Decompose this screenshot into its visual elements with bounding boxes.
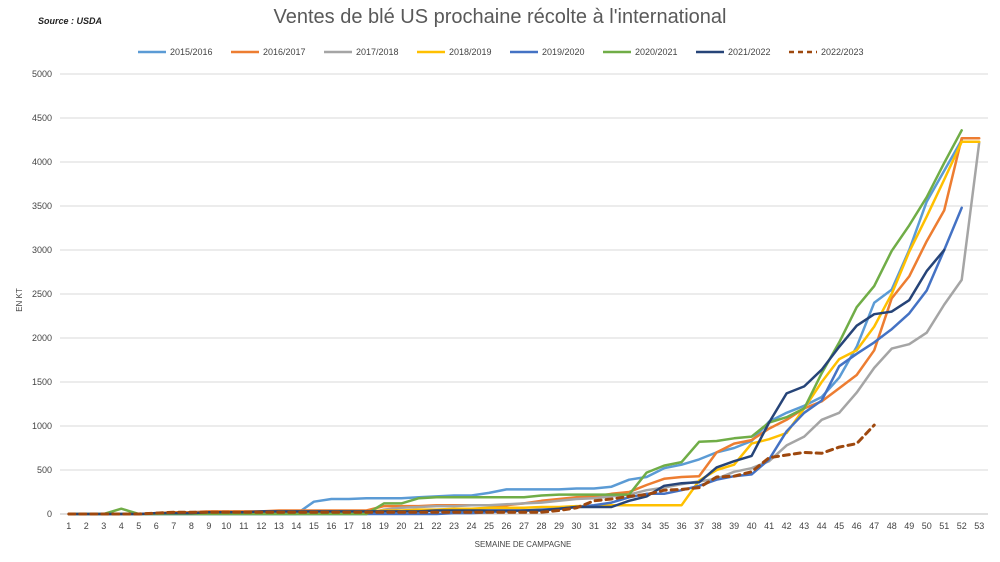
source-note: Source : USDA [38,16,103,26]
x-tick-label: 44 [817,521,827,531]
x-tick-label: 13 [274,521,284,531]
series-line-2022-2023 [67,423,876,516]
x-tick-label: 20 [396,521,406,531]
x-tick-label: 8 [189,521,194,531]
y-tick-label: 5000 [32,69,52,79]
x-tick-label: 39 [729,521,739,531]
legend-label: 2015/2016 [170,47,213,57]
x-tick-label: 51 [939,521,949,531]
x-tick-label: 33 [624,521,634,531]
x-tick-label: 19 [379,521,389,531]
x-tick-label: 26 [501,521,511,531]
x-tick-label: 3 [101,521,106,531]
y-tick-label: 500 [37,465,52,475]
x-tick-label: 6 [154,521,159,531]
legend-label: 2021/2022 [728,47,771,57]
x-tick-label: 32 [607,521,617,531]
x-tick-label: 50 [922,521,932,531]
x-tick-label: 5 [136,521,141,531]
y-axis-title: EN KT [15,288,24,312]
y-tick-labels: 0 500 1000 1500 2000 2500 3000 3500 4000 4500 5000 [32,69,52,519]
x-tick-label: 30 [572,521,582,531]
grid-lines [60,73,988,515]
x-tick-label: 38 [712,521,722,531]
x-tick-label: 31 [589,521,599,531]
x-tick-label: 10 [221,521,231,531]
x-tick-label: 11 [239,521,248,531]
x-tick-label: 9 [206,521,211,531]
series-line-2017-2018 [67,141,981,516]
x-tick-label: 17 [344,521,354,531]
x-tick-label: 25 [484,521,494,531]
x-tick-label: 43 [799,521,809,531]
x-tick-label: 36 [677,521,687,531]
y-tick-label: 1000 [32,421,52,431]
x-tick-label: 4 [119,521,124,531]
x-tick-label: 24 [466,521,476,531]
legend-label: 2017/2018 [356,47,399,57]
y-tick-label: 0 [47,509,52,519]
series-line-2016-2017 [67,136,981,516]
x-tick-label: 42 [782,521,792,531]
x-tick-label: 14 [291,521,301,531]
x-tick-label: 29 [554,521,564,531]
y-tick-label: 2000 [32,333,52,343]
x-tick-label: 35 [659,521,669,531]
y-tick-label: 4500 [32,113,52,123]
x-tick-label: 37 [694,521,704,531]
legend-label: 2018/2019 [449,47,492,57]
y-tick-label: 3500 [32,201,52,211]
series-line-2020-2021 [67,129,963,516]
x-tick-label: 45 [834,521,844,531]
x-tick-label: 21 [414,521,424,531]
y-tick-label: 4000 [32,157,52,167]
x-axis-title: SEMAINE DE CAMPAGNE [475,540,572,549]
x-tick-label: 22 [431,521,441,531]
x-tick-label: 34 [642,521,652,531]
x-tick-label: 16 [326,521,336,531]
x-tick-label: 46 [852,521,862,531]
legend: 2015/2016 2016/2017 2017/2018 2018/2019 2019… [138,47,864,57]
x-tick-label: 40 [747,521,757,531]
x-tick-label: 1 [66,521,71,531]
chart-title: Ventes de blé US prochaine récolte à l'i… [273,6,727,28]
x-tick-label: 41 [764,521,774,531]
x-tick-label: 28 [537,521,547,531]
series-lines [67,129,981,516]
x-tick-label: 27 [519,521,529,531]
x-tick-label: 23 [449,521,459,531]
legend-label: 2020/2021 [635,47,678,57]
legend-label: 2022/2023 [821,47,864,57]
x-tick-label: 12 [256,521,266,531]
x-tick-label: 48 [887,521,897,531]
x-tick-label: 53 [974,521,984,531]
y-tick-label: 2500 [32,289,52,299]
x-tick-label: 47 [869,521,879,531]
x-tick-label: 49 [904,521,914,531]
x-tick-labels: 1 2 3 4 5 6 7 8 9 10 11 12 13 14 15 16 17 18 19 20 21 22 23 24 2… [66,521,984,531]
series-line-2015-2016 [67,138,963,516]
x-tick-label: 7 [171,521,176,531]
series-line-2018-2019 [67,140,981,516]
legend-label: 2016/2017 [263,47,306,57]
y-tick-label: 1500 [32,377,52,387]
x-tick-label: 2 [84,521,89,531]
legend-label: 2019/2020 [542,47,585,57]
y-tick-label: 3000 [32,245,52,255]
x-tick-label: 18 [361,521,371,531]
x-tick-label: 52 [957,521,967,531]
x-tick-label: 15 [309,521,319,531]
